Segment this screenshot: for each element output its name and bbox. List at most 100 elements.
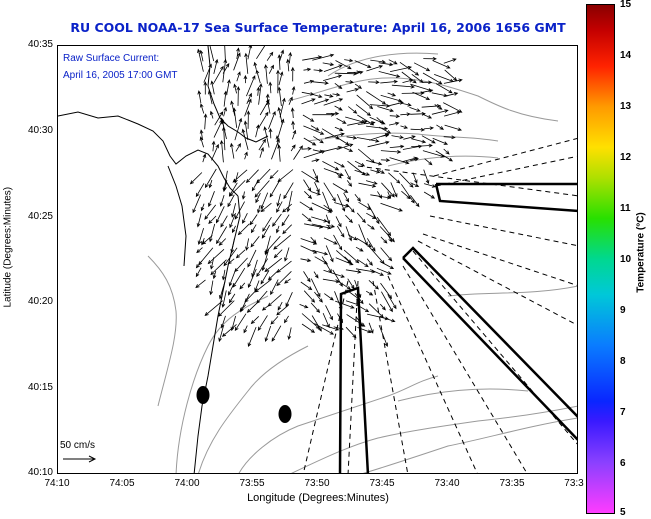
current-vector (311, 223, 332, 230)
current-vector (276, 201, 283, 213)
current-vector (410, 182, 420, 187)
current-vector (323, 237, 338, 245)
current-vector (376, 216, 392, 237)
current-vector (209, 223, 216, 243)
current-vector (310, 125, 320, 131)
current-vector (423, 56, 437, 61)
current-vector (273, 249, 283, 259)
current-vector (381, 182, 395, 198)
current-vector (228, 282, 235, 296)
current-vector (378, 324, 388, 347)
current-vector (380, 158, 391, 162)
current-vector (281, 214, 290, 227)
current-vector (323, 182, 336, 202)
current-vector (246, 75, 256, 97)
current-vector (243, 120, 249, 141)
current-vector (400, 183, 415, 204)
current-vector (366, 238, 376, 252)
scale-arrow-icon (63, 455, 97, 463)
current-vector (242, 213, 248, 224)
current-vector (258, 83, 263, 105)
current-vector (222, 58, 228, 83)
current-vector (256, 86, 261, 96)
current-vector (423, 191, 436, 199)
current-vector (221, 126, 226, 151)
current-vector (230, 238, 235, 254)
current-vector (196, 213, 202, 228)
current-vector (303, 290, 316, 303)
current-vector (267, 270, 279, 281)
current-vector (241, 128, 249, 151)
current-vector (423, 183, 437, 188)
current-vector (413, 62, 431, 72)
current-vector (282, 224, 292, 235)
current-vector (301, 91, 315, 96)
current-vector (354, 279, 362, 299)
current-vector (311, 158, 320, 163)
current-vector (223, 106, 227, 117)
current-vector (249, 214, 258, 226)
current-vector (337, 313, 344, 324)
current-vector (262, 216, 272, 232)
current-vector (264, 64, 268, 84)
current-vector (388, 121, 400, 126)
current-vector (271, 138, 280, 160)
current-vector (221, 119, 227, 140)
current-vector (264, 325, 272, 342)
current-vector (346, 88, 360, 93)
current-vector (366, 65, 384, 72)
current-vector (275, 225, 280, 234)
current-vector (421, 80, 433, 85)
current-vector (335, 279, 352, 290)
current-vector (234, 117, 243, 141)
current-vector (224, 46, 226, 61)
current-vector (336, 143, 354, 150)
current-vector (227, 194, 235, 208)
current-vector (357, 121, 376, 125)
current-vector (358, 182, 377, 188)
current-vector (232, 107, 238, 128)
current-vector (283, 182, 294, 200)
current-vector (192, 194, 201, 214)
current-vector (268, 64, 274, 74)
current-vector (412, 172, 418, 184)
current-vector (357, 259, 369, 268)
current-vector (348, 106, 358, 114)
current-vector (277, 86, 282, 107)
current-vector (292, 129, 297, 140)
current-vector (255, 124, 260, 138)
current-vector (285, 292, 293, 308)
current-vector (286, 190, 293, 213)
current-vector (356, 94, 374, 110)
current-vector (199, 103, 205, 114)
current-vector (380, 202, 403, 212)
current-vector (381, 291, 393, 313)
current-vector (277, 54, 282, 70)
x-tick-label: 73:35 (499, 478, 525, 489)
x-tick-label: 74:00 (174, 478, 200, 489)
current-vector (256, 46, 266, 60)
current-vector (365, 180, 378, 185)
current-vector (332, 269, 343, 287)
current-vector (443, 78, 463, 84)
current-vector (264, 235, 281, 254)
current-vector (431, 109, 449, 115)
current-vector (313, 68, 324, 73)
current-vector (380, 79, 399, 84)
current-vector (354, 169, 371, 176)
current-vector (313, 98, 330, 105)
current-vector (354, 194, 361, 202)
current-vector (199, 129, 204, 141)
current-vector (354, 83, 363, 89)
current-vector (354, 160, 366, 167)
current-vector (232, 169, 248, 183)
current-vector (303, 79, 315, 84)
current-vector (208, 179, 213, 189)
current-vector (377, 106, 394, 113)
current-vector (347, 120, 368, 126)
map-plot-area[interactable] (57, 45, 578, 474)
current-vector (288, 96, 293, 105)
current-vector (239, 282, 246, 290)
current-vector (402, 78, 414, 83)
x-tick-label: 73:45 (369, 478, 395, 489)
